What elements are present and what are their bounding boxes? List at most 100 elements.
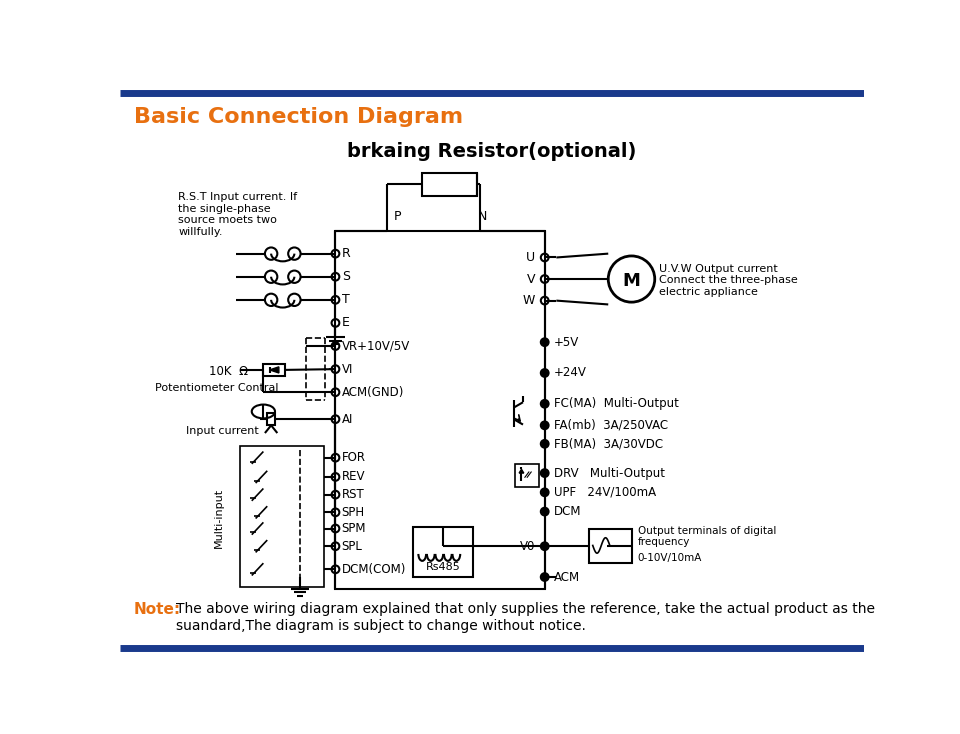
Circle shape bbox=[331, 509, 339, 516]
Circle shape bbox=[542, 340, 547, 345]
Circle shape bbox=[265, 294, 277, 306]
Text: The above wiring diagram explained that only supplies the reference, take the ac: The above wiring diagram explained that … bbox=[176, 603, 875, 633]
Polygon shape bbox=[519, 469, 524, 473]
Text: UPF   24V/100mA: UPF 24V/100mA bbox=[554, 486, 656, 499]
Text: FOR: FOR bbox=[342, 451, 366, 464]
Text: +5V: +5V bbox=[554, 335, 579, 349]
Text: Basic Connection Diagram: Basic Connection Diagram bbox=[134, 107, 463, 127]
Circle shape bbox=[331, 250, 339, 258]
Text: AI: AI bbox=[342, 413, 353, 426]
Circle shape bbox=[265, 271, 277, 283]
Ellipse shape bbox=[252, 404, 275, 418]
Circle shape bbox=[540, 489, 548, 496]
Text: SPL: SPL bbox=[342, 539, 363, 553]
Text: Input current: Input current bbox=[186, 426, 258, 436]
Circle shape bbox=[265, 247, 277, 260]
Text: M: M bbox=[623, 272, 640, 290]
Circle shape bbox=[331, 542, 339, 550]
Text: DRV   Multi-Output: DRV Multi-Output bbox=[554, 467, 665, 479]
Bar bbox=[422, 172, 476, 196]
Circle shape bbox=[542, 370, 547, 376]
Text: FC(MA)  Multi-Output: FC(MA) Multi-Output bbox=[554, 397, 679, 410]
Circle shape bbox=[542, 470, 547, 476]
Text: U: U bbox=[526, 251, 536, 264]
Circle shape bbox=[288, 271, 300, 283]
Text: W: W bbox=[523, 294, 536, 307]
Text: P: P bbox=[394, 210, 401, 223]
Text: Output terminals of digital: Output terminals of digital bbox=[637, 526, 776, 536]
Circle shape bbox=[609, 256, 655, 302]
Text: Note:: Note: bbox=[134, 603, 181, 617]
Circle shape bbox=[288, 247, 300, 260]
Text: T: T bbox=[342, 294, 349, 306]
Circle shape bbox=[540, 400, 548, 407]
Circle shape bbox=[331, 454, 339, 462]
Circle shape bbox=[542, 401, 547, 407]
Bar bbox=[335, 230, 544, 589]
Bar bbox=[516, 464, 539, 487]
Circle shape bbox=[540, 275, 548, 283]
Circle shape bbox=[288, 294, 300, 306]
Text: FA(mb)  3A/250VAC: FA(mb) 3A/250VAC bbox=[554, 419, 668, 432]
Text: +24V: +24V bbox=[554, 366, 587, 379]
Text: VI: VI bbox=[342, 363, 353, 376]
Text: Rs485: Rs485 bbox=[426, 562, 461, 572]
Circle shape bbox=[542, 490, 547, 495]
Text: R: R bbox=[342, 247, 350, 260]
Text: FB(MA)  3A/30VDC: FB(MA) 3A/30VDC bbox=[554, 437, 663, 451]
Circle shape bbox=[540, 469, 548, 477]
Circle shape bbox=[331, 319, 339, 327]
Text: E: E bbox=[342, 316, 349, 330]
Text: SPM: SPM bbox=[342, 522, 366, 535]
Text: 10K  Ω: 10K Ω bbox=[209, 365, 249, 378]
Text: ACM: ACM bbox=[554, 570, 580, 584]
Text: S: S bbox=[342, 270, 349, 283]
Bar bbox=[413, 527, 473, 577]
Text: V: V bbox=[527, 272, 536, 286]
Text: brkaing Resistor(optional): brkaing Resistor(optional) bbox=[348, 142, 636, 161]
Circle shape bbox=[540, 297, 548, 305]
Circle shape bbox=[331, 296, 339, 304]
Text: VR+10V/5V: VR+10V/5V bbox=[342, 340, 410, 352]
Bar bbox=[263, 364, 285, 376]
Text: frequency: frequency bbox=[637, 537, 690, 548]
Text: U.V.W Output current
Connect the three-phase
electric appliance: U.V.W Output current Connect the three-p… bbox=[659, 264, 798, 297]
Circle shape bbox=[331, 525, 339, 532]
Circle shape bbox=[331, 366, 339, 373]
Circle shape bbox=[331, 388, 339, 396]
Text: ACM(GND): ACM(GND) bbox=[342, 386, 404, 399]
Text: RST: RST bbox=[342, 488, 365, 501]
Circle shape bbox=[542, 544, 547, 549]
Circle shape bbox=[331, 342, 339, 350]
Circle shape bbox=[331, 415, 339, 423]
Circle shape bbox=[540, 254, 548, 261]
Circle shape bbox=[540, 542, 548, 550]
Text: R.S.T Input current. If
the single-phase
source moets two
willfully.: R.S.T Input current. If the single-phase… bbox=[179, 192, 298, 237]
Text: V0: V0 bbox=[520, 539, 536, 553]
Circle shape bbox=[331, 273, 339, 280]
Text: DCM(COM): DCM(COM) bbox=[342, 563, 406, 576]
Circle shape bbox=[542, 423, 547, 428]
Circle shape bbox=[542, 574, 547, 580]
Circle shape bbox=[540, 421, 548, 429]
Circle shape bbox=[540, 369, 548, 377]
Bar bbox=[588, 528, 632, 563]
Bar bbox=[240, 446, 324, 587]
Circle shape bbox=[540, 440, 548, 448]
Text: N: N bbox=[478, 210, 488, 223]
Circle shape bbox=[331, 473, 339, 481]
Text: Potentiometer Contral: Potentiometer Contral bbox=[155, 383, 278, 393]
Text: SPH: SPH bbox=[342, 506, 365, 519]
Circle shape bbox=[540, 338, 548, 346]
Circle shape bbox=[542, 509, 547, 515]
Text: 0-10V/10mA: 0-10V/10mA bbox=[637, 553, 702, 563]
Circle shape bbox=[542, 441, 547, 446]
Text: DCM: DCM bbox=[554, 505, 582, 518]
Bar bbox=[267, 413, 275, 425]
Circle shape bbox=[540, 573, 548, 581]
Circle shape bbox=[331, 491, 339, 498]
Circle shape bbox=[331, 565, 339, 573]
Circle shape bbox=[540, 508, 548, 515]
Text: Multi-input: Multi-input bbox=[214, 487, 225, 548]
Polygon shape bbox=[270, 367, 278, 373]
